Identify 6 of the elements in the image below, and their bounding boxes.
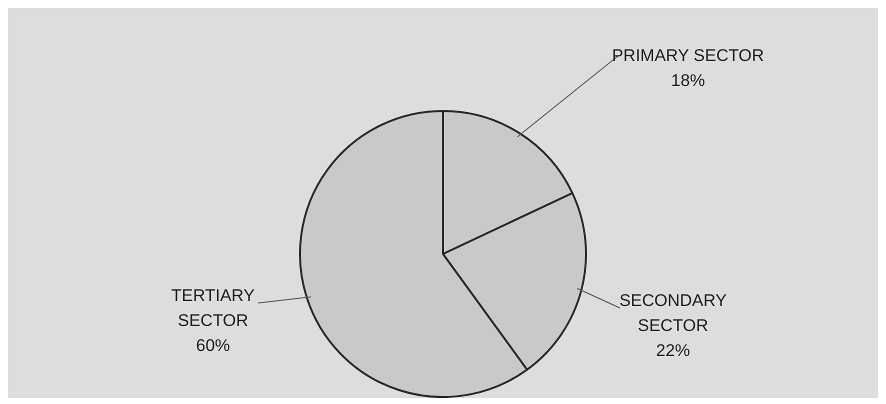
data-label: 18%: [670, 71, 706, 90]
slice-label: SECONDARY SECTOR: [619, 291, 727, 336]
data-label: 60%: [196, 336, 230, 356]
data-label: 22%: [656, 341, 690, 360]
slice-label: TERTIARY SECTOR: [171, 286, 255, 330]
slice-label: PRIMARY SECTOR: [612, 46, 764, 66]
